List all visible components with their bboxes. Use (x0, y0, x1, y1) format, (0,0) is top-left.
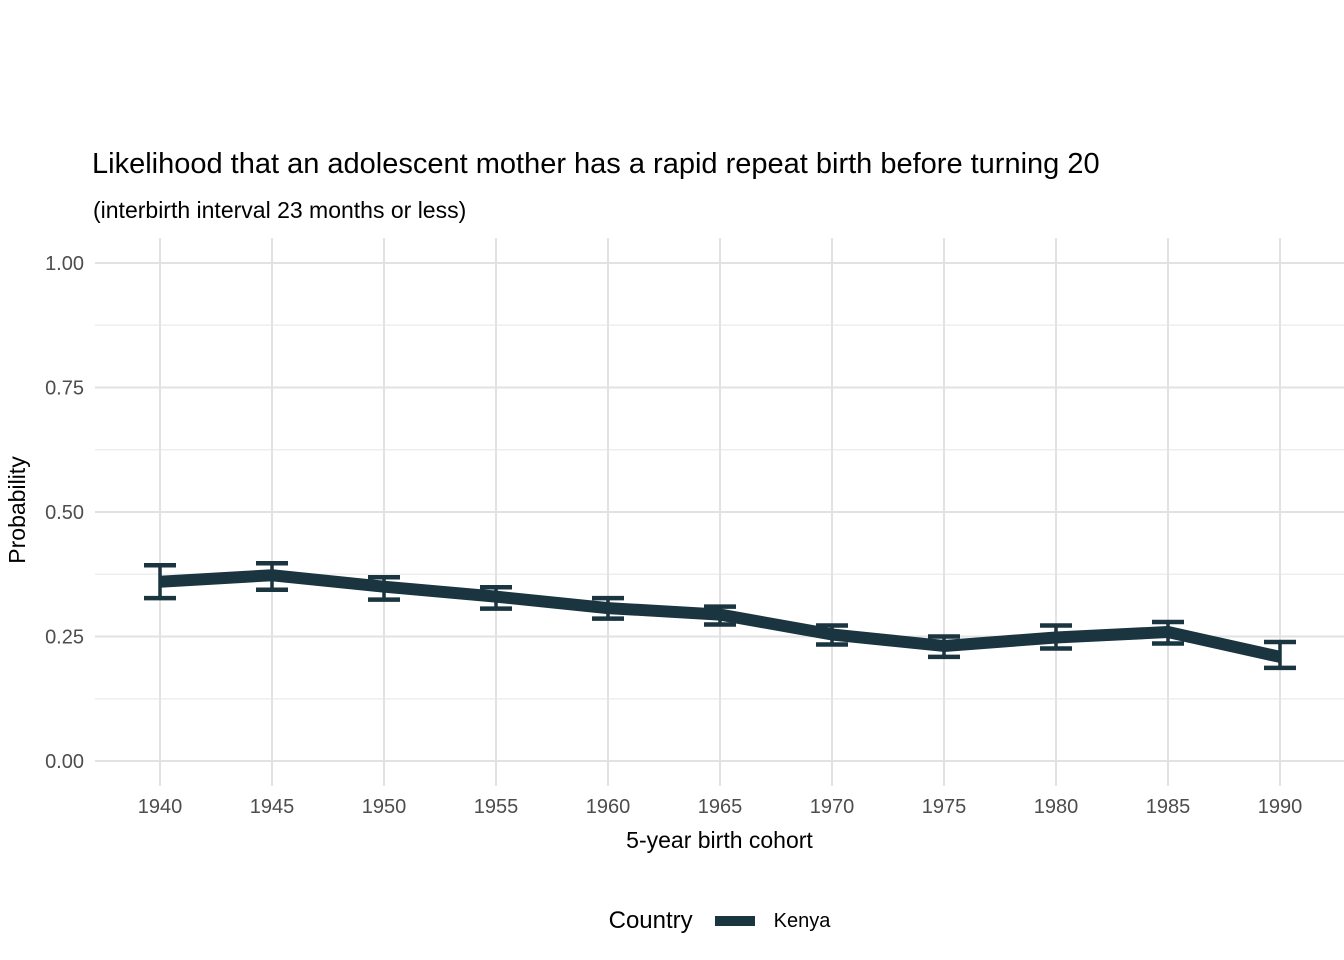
y-tick-label: 0.75 (45, 378, 84, 400)
legend-entry-label: Kenya (773, 909, 831, 932)
y-axis-title: Probability (4, 456, 30, 564)
y-tick-label: 0.50 (45, 502, 84, 524)
series-line-kenya (159, 569, 1282, 663)
y-tick-label: 0.00 (45, 751, 84, 773)
x-tick-label: 1975 (922, 796, 967, 818)
x-axis-title: 5-year birth cohort (626, 827, 813, 853)
x-tick-label: 1955 (474, 796, 519, 818)
x-tick-label: 1940 (138, 796, 183, 818)
x-tick-label: 1950 (362, 796, 407, 818)
x-tick-label: 1980 (1034, 796, 1079, 818)
x-tick-label: 1970 (810, 796, 855, 818)
legend-key-line-icon (714, 916, 755, 926)
chart-subtitle: (interbirth interval 23 months or less) (93, 197, 467, 223)
x-tick-label: 1990 (1258, 796, 1303, 818)
chart-title: Likelihood that an adolescent mother has… (92, 148, 1100, 180)
legend: Country Kenya (95, 903, 1344, 939)
x-tick-label: 1965 (698, 796, 743, 818)
y-tick-label: 1.00 (45, 253, 84, 275)
x-tick-label: 1960 (586, 796, 631, 818)
legend-title: Country (608, 907, 693, 934)
x-tick-label: 1945 (250, 796, 295, 818)
x-tick-label: 1985 (1146, 796, 1191, 818)
y-tick-label: 0.25 (45, 627, 84, 649)
